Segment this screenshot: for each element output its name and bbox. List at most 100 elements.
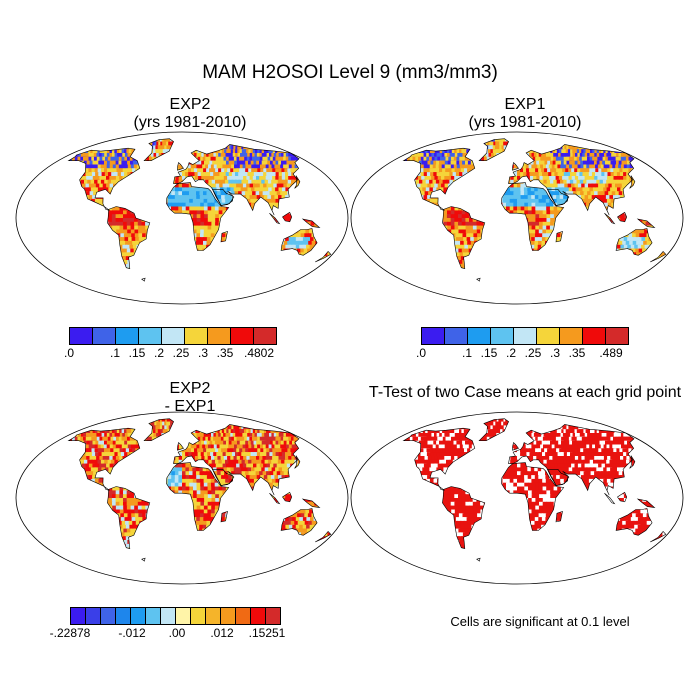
colorbar-swatch	[139, 328, 162, 344]
coastline	[501, 462, 565, 531]
coastline	[402, 427, 476, 491]
panel-title-diff: EXP2 - EXP1	[40, 380, 340, 416]
coastline	[315, 250, 332, 263]
figure-title: MAM H2OSOI Level 9 (mm3/mm3)	[202, 62, 498, 83]
colorbar-tick-label: .012	[210, 626, 234, 640]
coastline	[301, 498, 321, 509]
coastline	[636, 218, 656, 229]
coastline	[280, 228, 318, 256]
colorbar-swatch	[93, 328, 116, 344]
panel-title-exp2: EXP2 (yrs 1981-2010)	[40, 96, 340, 132]
coastline	[301, 218, 321, 229]
colorbar-tick-label: .3	[549, 346, 561, 360]
significance-note: Cells are significant at 0.1 level	[450, 614, 630, 629]
coastline	[650, 530, 667, 543]
coastline	[617, 211, 628, 223]
colorbar-swatch	[208, 328, 231, 344]
colorbar-tick-label: .2	[153, 346, 165, 360]
colorbar-tick-label: .1	[109, 346, 121, 360]
colorbar-exp1	[421, 327, 629, 345]
coastline	[604, 212, 616, 225]
colorbar-tick-label: .35	[216, 346, 234, 360]
coastline	[67, 147, 141, 211]
colorbar-swatch	[266, 608, 280, 624]
coastline	[173, 144, 300, 216]
coastline	[280, 508, 318, 536]
colorbar-tick-label: -.22878	[49, 626, 91, 640]
coastline	[442, 206, 486, 269]
colorbar-swatch	[206, 608, 221, 624]
colorbar-labels-exp2: .0 .1 .15 .2 .25 .3 .35 .4802	[64, 346, 274, 362]
map-ttest	[350, 411, 684, 585]
colorbar-swatch	[445, 328, 468, 344]
map-boundary	[15, 411, 349, 585]
coastline	[650, 250, 667, 263]
coastline	[512, 442, 519, 451]
panel-title-line2: (yrs 1981-2010)	[468, 114, 582, 131]
colorbar-swatch	[422, 328, 445, 344]
colorbar-swatch	[560, 328, 583, 344]
map-field	[403, 138, 666, 273]
colorbar-swatch	[231, 328, 254, 344]
coastline	[478, 138, 509, 161]
coastline	[629, 454, 636, 469]
colorbar-swatch	[176, 608, 191, 624]
colorbar-swatch	[251, 608, 266, 624]
map-boundary	[350, 411, 684, 585]
panel-title-line1: T-Test of two Case means at each grid po…	[368, 384, 682, 401]
map-exp1	[350, 131, 684, 305]
coastline	[173, 424, 300, 496]
colorbar-swatch	[86, 608, 101, 624]
coastline	[512, 162, 519, 171]
coastline	[143, 418, 174, 441]
coastline	[476, 277, 481, 282]
colorbar-swatch	[606, 328, 628, 344]
colorbar-swatch	[161, 608, 176, 624]
coastline	[269, 212, 281, 225]
coastline	[555, 230, 563, 243]
coastline	[476, 557, 481, 562]
colorbar-diff	[70, 607, 281, 625]
coastline	[141, 277, 146, 282]
colorbar-tick-label: .3	[197, 346, 209, 360]
colorbar-tick-label: .00	[168, 626, 186, 640]
coastline	[220, 510, 228, 523]
colorbar-tick-label: .15	[480, 346, 498, 360]
panel-title-line2: (yrs 1981-2010)	[133, 114, 247, 131]
colorbar-swatch	[514, 328, 537, 344]
colorbar-labels-exp1: .0 .1 .15 .2 .25 .3 .35 .489	[416, 346, 623, 362]
colorbar-exp2	[69, 327, 277, 345]
colorbar-swatch	[468, 328, 491, 344]
panel-title-line1: EXP1	[504, 96, 546, 113]
colorbar-swatch	[491, 328, 514, 344]
coastline	[604, 492, 616, 505]
colorbar-tick-label: .25	[524, 346, 542, 360]
coastline	[107, 206, 151, 269]
coastline	[269, 492, 281, 505]
coastline	[501, 182, 565, 251]
panel-title-line2: - EXP1	[164, 398, 216, 415]
colorbar-tick-label: .0	[415, 346, 427, 360]
colorbar-tick-label: .489	[599, 346, 623, 360]
coastline	[615, 228, 653, 256]
coastline	[166, 182, 230, 251]
coastline	[177, 442, 184, 451]
colorbar-swatch	[71, 608, 86, 624]
coastline	[555, 510, 563, 523]
coastline	[508, 144, 635, 216]
coastline	[282, 211, 293, 223]
coastline	[294, 454, 301, 469]
colorbar-swatch	[254, 328, 276, 344]
panel-title-exp1: EXP1 (yrs 1981-2010)	[375, 96, 675, 132]
colorbar-tick-label: .15251	[248, 626, 286, 640]
map-diff	[15, 411, 349, 585]
colorbar-tick-label: .0	[63, 346, 75, 360]
coastline	[402, 147, 476, 211]
colorbar-tick-label: .35	[568, 346, 586, 360]
colorbar-swatch	[116, 328, 139, 344]
coastline	[617, 491, 628, 503]
coastline	[315, 530, 332, 543]
colorbar-swatch	[236, 608, 251, 624]
colorbar-swatch	[70, 328, 93, 344]
colorbar-swatch	[162, 328, 185, 344]
